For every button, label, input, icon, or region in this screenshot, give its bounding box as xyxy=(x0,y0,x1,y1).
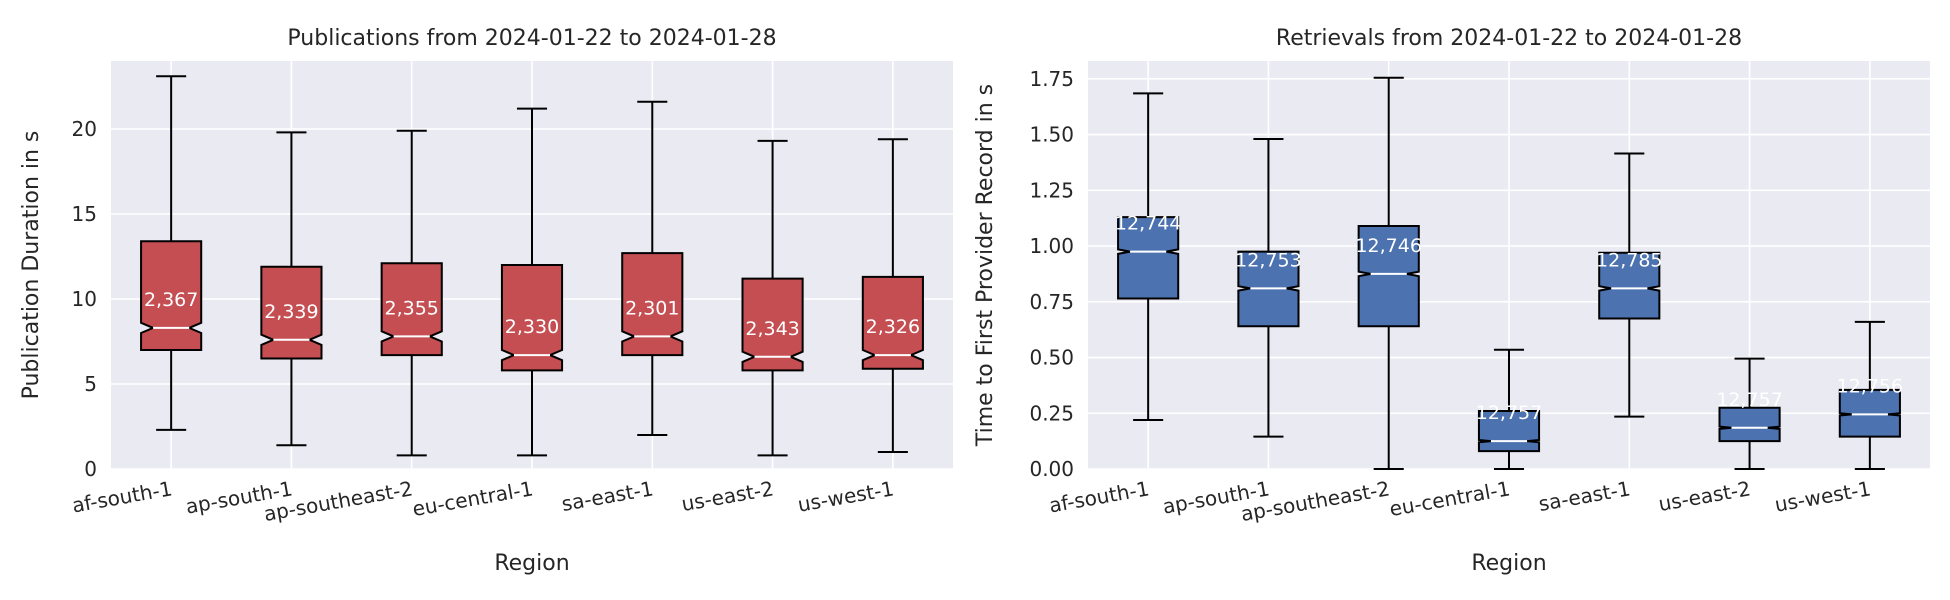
count-label: 2,326 xyxy=(866,316,920,338)
box xyxy=(741,277,804,372)
x-axis-label: Region xyxy=(1471,551,1546,576)
x-axis-label: Region xyxy=(494,551,569,576)
count-label: 2,301 xyxy=(625,297,679,319)
count-label: 12,744 xyxy=(1115,213,1181,235)
x-tick-label: af-south-1 xyxy=(70,476,174,517)
box xyxy=(1598,251,1661,320)
retrievals-panel: 0.00 0.25 0.50 0.75 1.00 1.25 1.50 1.75 af-south… xyxy=(973,26,1930,576)
x-tick-label: eu-central-1 xyxy=(1388,476,1512,521)
y-axis-label: Time to First Provider Record in s xyxy=(973,84,998,447)
x-tick-label: us-east-2 xyxy=(680,476,776,516)
x-tick-label: us-east-2 xyxy=(1657,476,1753,516)
count-label: 2,367 xyxy=(144,289,198,311)
box xyxy=(1117,216,1180,300)
box xyxy=(861,275,924,370)
y-tick-label: 5 xyxy=(84,372,97,396)
y-tick-label: 20 xyxy=(72,117,97,141)
y-tick-label: 0.50 xyxy=(1029,346,1074,370)
count-label: 12,757 xyxy=(1476,402,1542,424)
box xyxy=(500,264,564,372)
x-tick-label: eu-central-1 xyxy=(411,476,535,521)
chart-title: Publications from 2024-01-22 to 2024-01-… xyxy=(287,26,776,51)
x-tick-label: af-south-1 xyxy=(1047,476,1151,517)
count-label: 12,746 xyxy=(1355,235,1421,257)
y-tick-label: 1.25 xyxy=(1029,178,1074,202)
y-tick-label: 0 xyxy=(84,457,97,481)
y-tick-label: 0.75 xyxy=(1029,290,1074,314)
y-tick-label: 15 xyxy=(72,202,97,226)
box xyxy=(140,240,203,351)
count-label: 2,343 xyxy=(745,318,799,340)
y-tick-label: 0.25 xyxy=(1029,401,1074,425)
y-tick-label: 10 xyxy=(72,287,97,311)
y-tick-label: 1.00 xyxy=(1029,234,1074,258)
x-tick-label: us-west-1 xyxy=(796,476,896,517)
count-label: 12,785 xyxy=(1596,249,1662,271)
y-tick-label: 1.50 xyxy=(1029,123,1074,147)
y-tick-label: 1.75 xyxy=(1029,67,1074,91)
box xyxy=(380,262,443,357)
box xyxy=(1838,388,1901,438)
box xyxy=(1357,224,1420,328)
y-tick-label: 0.00 xyxy=(1029,457,1074,481)
count-label: 2,330 xyxy=(505,316,559,338)
count-label: 12,756 xyxy=(1837,375,1903,397)
x-tick-label: sa-east-1 xyxy=(1537,476,1632,516)
y-axis-label: Publication Duration in s xyxy=(19,131,44,400)
x-tick-label: us-west-1 xyxy=(1773,476,1873,517)
count-label: 2,339 xyxy=(264,301,318,323)
count-label: 2,355 xyxy=(385,297,439,319)
count-label: 12,753 xyxy=(1235,249,1301,271)
box xyxy=(1718,406,1781,443)
chart-title: Retrievals from 2024-01-22 to 2024-01-28 xyxy=(1276,26,1742,51)
x-tick-label: sa-east-1 xyxy=(560,476,655,516)
box xyxy=(621,252,684,357)
box xyxy=(260,265,323,360)
count-label: 12,757 xyxy=(1716,389,1782,411)
